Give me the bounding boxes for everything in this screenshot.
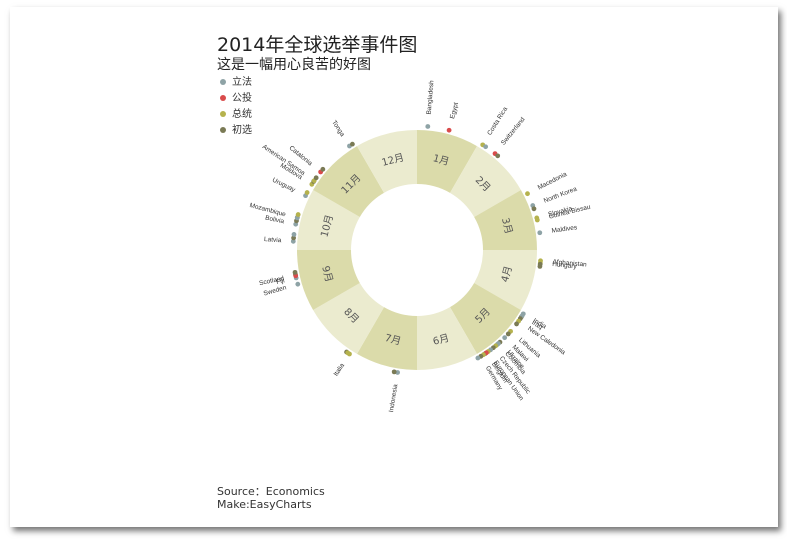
event-dot	[292, 269, 298, 275]
event-dot	[345, 350, 351, 356]
month-sector	[474, 190, 537, 250]
event-dot	[320, 166, 326, 172]
legend-marker	[220, 79, 226, 85]
country-label: Hungary	[552, 261, 578, 271]
month-sector	[417, 130, 477, 193]
event-dot	[475, 355, 481, 361]
month-sector	[297, 250, 360, 310]
chart-subtitle: 这是一幅用心良苦的好图	[217, 56, 371, 73]
month-sector	[450, 146, 521, 217]
month-sector	[357, 130, 417, 193]
legend-label: 立法	[232, 75, 252, 88]
source-text: Source：Economics	[217, 485, 325, 498]
country-label: Costa Rica	[486, 106, 509, 137]
country-label: Uruguay	[271, 177, 297, 194]
event-dot	[304, 190, 310, 195]
event-dot	[425, 124, 431, 129]
legend-marker	[220, 111, 226, 117]
month-label: 10月	[318, 213, 335, 238]
event-dot	[290, 238, 296, 244]
month-label: 1月	[432, 152, 451, 168]
month-sector	[297, 190, 360, 250]
country-label: Sweden	[263, 284, 288, 297]
country-label: North Korea	[543, 186, 579, 205]
month-label: 4月	[499, 265, 515, 284]
legend-marker	[220, 95, 226, 101]
month-sector	[417, 307, 477, 370]
event-dot	[483, 144, 489, 150]
country-label: Egypt	[449, 102, 460, 120]
month-label: 3月	[499, 216, 515, 235]
legend-label: 初选	[232, 123, 252, 136]
month-sector	[313, 146, 384, 217]
event-dot	[495, 153, 501, 159]
event-dot	[531, 206, 537, 212]
event-dot	[313, 175, 319, 181]
event-dot	[514, 321, 519, 327]
event-dot	[446, 127, 452, 133]
event-dot	[295, 281, 301, 287]
country-label: Bolivia	[264, 215, 285, 226]
month-label: 9月	[319, 265, 335, 284]
month-sector	[474, 250, 537, 310]
month-sector	[313, 283, 384, 354]
country-label: Fiji	[276, 277, 286, 286]
event-dot	[538, 258, 543, 264]
event-dot	[505, 331, 511, 337]
event-dot	[534, 217, 540, 223]
event-dots	[290, 124, 543, 375]
country-label: Latvia	[264, 236, 282, 244]
event-dot	[502, 335, 508, 341]
country-label: Afghanistan	[552, 259, 587, 269]
credit-text: Make:EasyCharts	[217, 498, 312, 511]
event-dot	[391, 369, 397, 375]
country-label: Bangladesh	[426, 80, 436, 115]
event-dot	[349, 141, 355, 147]
chart-frame: 2014年全球选举事件图 这是一幅用心良苦的好图 立法 公投 总统 初选 1月 2月 3月…	[10, 7, 778, 527]
country-label: American Samoa	[261, 143, 307, 177]
month-sector	[357, 307, 417, 370]
legend-label: 总统	[232, 107, 252, 120]
country-label: Indonesia	[388, 383, 399, 412]
month-label: 6月	[432, 332, 451, 348]
event-dot	[537, 230, 543, 236]
month-label: 7月	[383, 332, 402, 348]
chart-title: 2014年全球选举事件图	[217, 34, 417, 56]
event-dot	[525, 191, 530, 197]
country-label: Tonga	[330, 119, 346, 138]
country-label: Italia	[333, 362, 347, 378]
country-label: Switzerland	[500, 116, 527, 147]
month-label: 12月	[380, 151, 405, 168]
country-label: Macedonia	[537, 171, 569, 192]
event-dot	[537, 261, 543, 267]
event-dot	[295, 212, 301, 217]
legend-marker	[220, 127, 226, 133]
event-dot	[291, 232, 297, 237]
month-sector	[450, 283, 521, 354]
country-label: Maldives	[551, 224, 578, 235]
legend-label: 公投	[232, 91, 252, 104]
